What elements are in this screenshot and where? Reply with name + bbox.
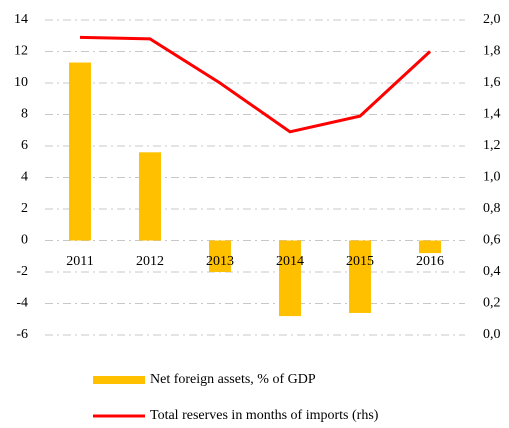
y-tick-label: 0 — [21, 233, 28, 248]
bar — [279, 240, 301, 317]
bar — [139, 152, 161, 241]
x-tick-label: 2011 — [66, 254, 93, 269]
y2-tick-label: 0,6 — [483, 233, 501, 248]
bar — [349, 240, 371, 313]
y-tick-label: 8 — [21, 107, 28, 122]
y-tick-label: 6 — [21, 138, 28, 153]
y2-tick-label: 0,4 — [483, 264, 501, 279]
y2-tick-label: 1,4 — [483, 107, 501, 122]
y2-tick-label: 2,0 — [483, 12, 501, 27]
bar — [69, 62, 91, 241]
y-tick-label: -2 — [16, 264, 28, 279]
y2-tick-label: 0,2 — [483, 296, 501, 311]
legend-swatch — [93, 376, 145, 384]
y-tick-label: 10 — [14, 75, 28, 90]
y2-tick-label: 1,0 — [483, 170, 501, 185]
x-tick-label: 2014 — [276, 254, 304, 269]
legend-label: Net foreign assets, % of GDP — [150, 372, 316, 387]
x-tick-label: 2012 — [136, 254, 164, 269]
x-tick-label: 2015 — [346, 254, 374, 269]
y-tick-label: -6 — [16, 327, 28, 342]
bar — [419, 240, 441, 254]
x-tick-label: 2016 — [416, 254, 444, 269]
y2-tick-label: 1,2 — [483, 138, 501, 153]
y-tick-label: 14 — [14, 12, 28, 27]
bar — [209, 240, 231, 272]
y2-tick-label: 0,8 — [483, 201, 501, 216]
y-tick-label: 2 — [21, 201, 28, 216]
line — [79, 35, 432, 134]
y-tick-label: 12 — [14, 44, 28, 59]
y-tick-label: 4 — [21, 170, 28, 185]
legend-label: Total reserves in months of imports (rhs… — [150, 408, 379, 423]
y2-tick-label: 1,6 — [483, 75, 501, 90]
y2-tick-label: 0,0 — [483, 327, 501, 342]
y-tick-label: -4 — [16, 296, 28, 311]
y2-tick-label: 1,8 — [483, 44, 501, 59]
x-tick-label: 2013 — [206, 254, 234, 269]
